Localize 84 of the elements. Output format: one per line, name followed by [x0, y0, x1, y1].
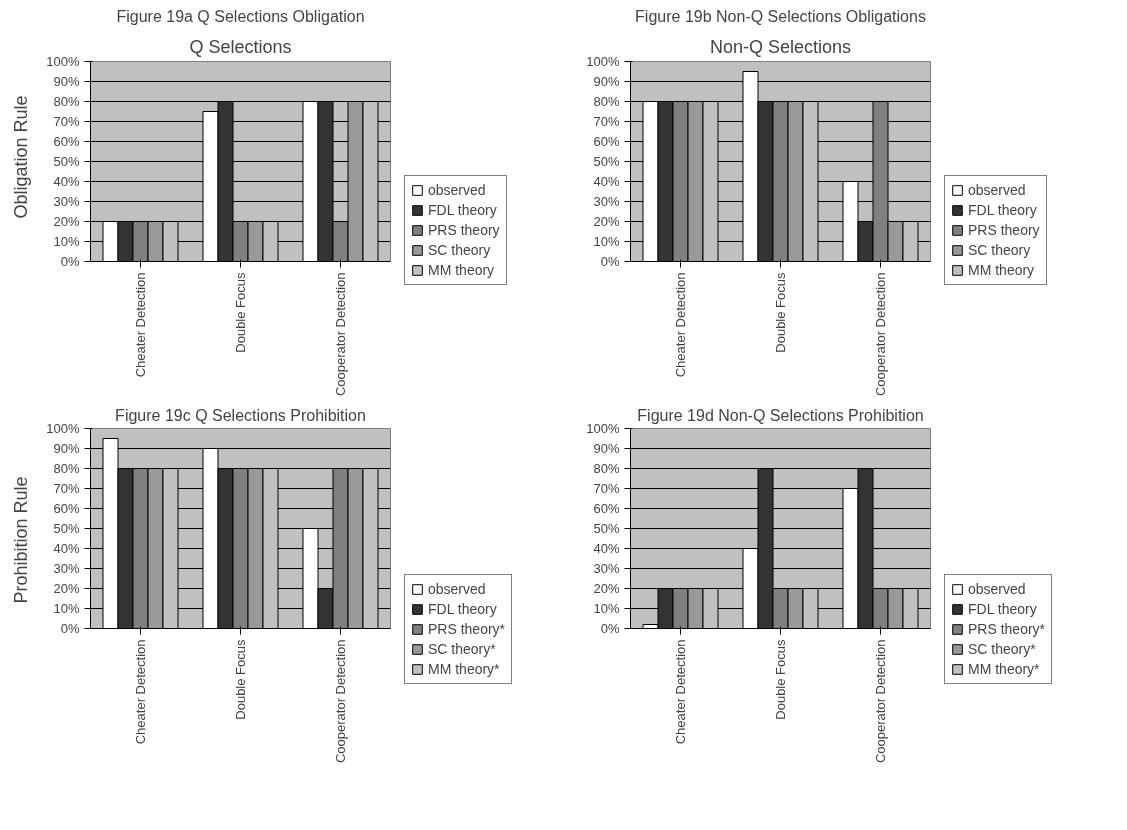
y-tick-label: 10% [53, 234, 80, 249]
legend-label: observed [968, 581, 1026, 597]
y-tick-label: 30% [593, 194, 620, 209]
y-tick-label: 10% [53, 601, 80, 616]
y-tick-label: 30% [53, 561, 80, 576]
text: Q Selections [189, 36, 292, 57]
y-tick-label: 40% [53, 541, 80, 556]
y-tick-label: 90% [53, 74, 80, 89]
chart-title: Figure 19b Non-Q Selections Obligations [635, 7, 926, 25]
legend-label: MM theory* [428, 661, 500, 677]
legend-label: observed [968, 182, 1026, 198]
legend-label: SC theory* [428, 641, 496, 657]
chart-title: Figure 19d Non-Q Selections Prohibition [637, 406, 924, 424]
x-tick-label: Double Focus [773, 639, 788, 720]
legend-label: FDL theory [968, 202, 1037, 218]
y-tick-label: 100% [46, 421, 80, 436]
legend-label: FDL theory [428, 202, 497, 218]
y-tick-label: 20% [593, 214, 620, 229]
legend-label: observed [428, 182, 486, 198]
text: Non-Q Selections [709, 36, 852, 57]
legend-label: FDL theory [968, 601, 1037, 617]
legend-label: FDL theory [428, 601, 497, 617]
y-tick-label: 90% [593, 74, 620, 89]
x-tick-label: Cooperator Detection [873, 272, 888, 397]
y-tick-label: 20% [53, 214, 80, 229]
y-tick-label: 80% [53, 461, 80, 476]
legend-label: observed [428, 581, 486, 597]
y-tick-label: 40% [53, 174, 80, 189]
y-tick-label: 60% [593, 501, 620, 516]
x-tick-label: Double Focus [773, 272, 788, 353]
y-tick-label: 70% [593, 114, 620, 129]
y-tick-label: 30% [53, 194, 80, 209]
x-tick-label: Cooperator Detection [333, 639, 348, 764]
y-tick-label: 0% [60, 254, 80, 269]
y-tick-label: 100% [586, 421, 620, 436]
y-tick-label: 90% [593, 441, 620, 456]
y-tick-label: 60% [53, 134, 80, 149]
text: Obligation Rule [10, 95, 31, 219]
chart-title: Figure 19c Q Selections Prohibition [115, 406, 366, 424]
legend-label: SC theory [428, 242, 491, 258]
y-tick-label: 50% [53, 521, 80, 536]
y-tick-label: 10% [593, 234, 620, 249]
legend-label: SC theory [968, 242, 1031, 258]
x-tick-label: Cheater Detection [673, 639, 688, 745]
y-tick-label: 30% [593, 561, 620, 576]
legend-label: SC theory* [968, 641, 1036, 657]
x-tick-label: Double Focus [233, 272, 248, 353]
x-tick-label: Double Focus [233, 639, 248, 720]
legend-label: PRS theory [968, 222, 1040, 238]
y-tick-label: 100% [46, 54, 80, 69]
y-tick-label: 80% [593, 94, 620, 109]
y-tick-label: 20% [53, 581, 80, 596]
y-tick-label: 50% [53, 154, 80, 169]
legend-label: MM theory [428, 262, 495, 278]
y-tick-label: 40% [593, 541, 620, 556]
y-tick-label: 100% [586, 54, 620, 69]
y-tick-label: 90% [53, 441, 80, 456]
x-tick-label: Cooperator Detection [333, 272, 348, 397]
y-tick-label: 0% [60, 621, 80, 636]
y-tick-label: 20% [593, 581, 620, 596]
y-tick-label: 60% [593, 134, 620, 149]
text: Prohibition Rule [10, 476, 31, 604]
y-tick-label: 60% [53, 501, 80, 516]
y-tick-label: 80% [593, 461, 620, 476]
y-tick-label: 0% [600, 621, 620, 636]
legend-label: PRS theory [428, 222, 500, 238]
y-tick-label: 40% [593, 174, 620, 189]
x-tick-label: Cheater Detection [673, 272, 688, 378]
y-tick-label: 70% [53, 481, 80, 496]
y-tick-label: 70% [593, 481, 620, 496]
y-tick-label: 80% [53, 94, 80, 109]
y-tick-label: 50% [593, 154, 620, 169]
y-tick-label: 70% [53, 114, 80, 129]
legend-label: MM theory* [968, 661, 1040, 677]
chart-title: Figure 19a Q Selections Obligation [116, 7, 365, 25]
y-tick-label: 50% [593, 521, 620, 536]
legend-label: PRS theory* [428, 621, 506, 637]
legend-label: MM theory [968, 262, 1035, 278]
x-tick-label: Cooperator Detection [873, 639, 888, 764]
legend-label: PRS theory* [968, 621, 1046, 637]
x-tick-label: Cheater Detection [133, 639, 148, 745]
y-tick-label: 0% [600, 254, 620, 269]
x-tick-label: Cheater Detection [133, 272, 148, 378]
y-tick-label: 10% [593, 601, 620, 616]
